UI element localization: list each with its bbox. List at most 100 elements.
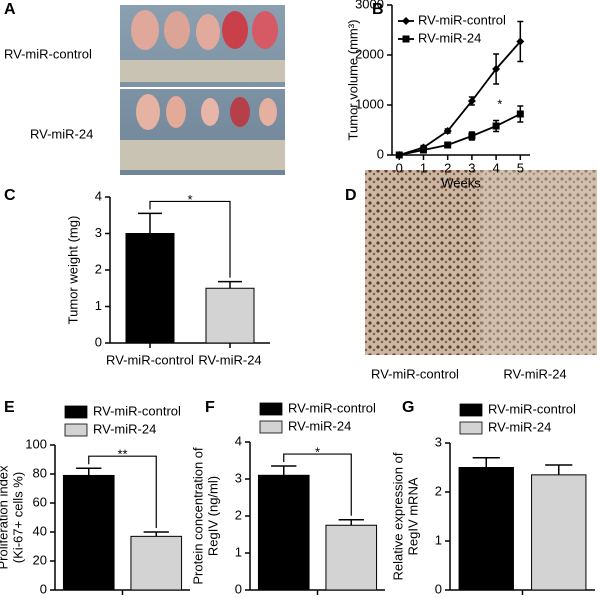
y-tick-label: 2 — [235, 507, 242, 522]
ihc-photo — [365, 170, 597, 355]
y-tick-label: 2 — [95, 261, 102, 276]
legend-label: RV-miR-control — [418, 12, 506, 27]
bar — [125, 233, 175, 344]
legend-label: RV-miR-24 — [93, 421, 156, 436]
x-tick-label: 2 — [444, 160, 451, 175]
y-tick-label: 80 — [33, 465, 47, 480]
group-label: RV-miR-24 — [30, 126, 93, 141]
marker — [402, 17, 410, 25]
legend-swatch — [459, 403, 483, 417]
x-tick-label: 1 — [420, 160, 427, 175]
panel-letter: A — [4, 1, 16, 18]
y-axis-label: (Ki-67+ cells %) — [10, 472, 25, 563]
error-bar — [472, 456, 500, 468]
legend-label: RV-miR-control — [93, 403, 181, 418]
x-tick-label: 0 — [396, 160, 403, 175]
y-axis-label: Tumor weight (mg) — [65, 216, 80, 325]
bar — [458, 467, 514, 591]
y-tick-label: 4 — [235, 433, 242, 448]
error-bar — [545, 464, 573, 475]
panel-letter: C — [4, 187, 16, 204]
significance: * — [187, 192, 192, 207]
y-tick-label: 3 — [435, 434, 442, 449]
y-axis-label: Relative expression of — [390, 452, 405, 580]
y-axis-label: Tumor volume (mm³) — [345, 20, 360, 141]
bar — [325, 524, 378, 591]
significance-bracket — [283, 453, 352, 516]
y-tick-label: 2000 — [355, 46, 384, 61]
error-bar — [138, 212, 162, 234]
legend-swatch — [259, 420, 283, 434]
marker — [492, 65, 501, 73]
y-tick-label: 2 — [435, 483, 442, 498]
y-tick-label: 100 — [25, 436, 47, 451]
significance: ** — [117, 447, 127, 462]
y-tick-label: 40 — [33, 523, 47, 538]
x-tick-label: 5 — [517, 160, 524, 175]
y-tick-label: 0 — [377, 146, 384, 161]
marker — [516, 110, 524, 118]
bar — [257, 474, 310, 591]
marker — [492, 122, 500, 130]
line — [399, 113, 521, 156]
error-bar — [218, 280, 242, 289]
marker — [402, 35, 410, 43]
legend-label: RV-miR-control — [288, 400, 376, 415]
legend-label: RV-miR-24 — [488, 419, 551, 434]
marker — [468, 132, 476, 140]
panel-letter: B — [372, 1, 384, 18]
significance: * — [315, 444, 320, 459]
panel-letter: E — [4, 399, 15, 416]
significance: * — [497, 96, 502, 111]
y-tick-label: 1 — [95, 298, 102, 313]
group-label: RV-miR-24 — [503, 366, 566, 381]
y-tick-label: 0 — [235, 581, 242, 596]
x-tick-label: 4 — [492, 160, 499, 175]
error-bar — [271, 465, 297, 476]
y-axis-label: RegIV mRNA — [405, 477, 420, 555]
y-tick-label: 1 — [435, 532, 442, 547]
marker — [443, 127, 452, 135]
panel-letter: D — [345, 187, 357, 204]
bar — [62, 474, 115, 591]
legend-label: RV-miR-control — [488, 401, 576, 416]
y-tick-label: 0 — [40, 581, 47, 596]
y-tick-label: 60 — [33, 494, 47, 509]
y-tick-label: 0 — [95, 334, 102, 349]
tumor-photo — [120, 5, 285, 175]
line — [398, 40, 521, 156]
y-tick-label: 0 — [435, 581, 442, 596]
bar — [531, 474, 587, 591]
panel-letter: G — [402, 399, 414, 416]
x-tick-label: RV-miR-control — [106, 352, 194, 367]
bar — [205, 287, 255, 344]
significance-bracket — [149, 200, 231, 278]
panel-letter: F — [205, 399, 215, 416]
y-tick-label: 4 — [95, 188, 102, 203]
group-label: RV-miR-control — [4, 46, 92, 61]
y-axis-label: Protein concentration of — [190, 447, 205, 585]
y-axis-label: RegIV (ng/ml) — [205, 476, 220, 556]
legend-swatch — [64, 423, 88, 437]
x-tick-label: RV-miR-24 — [198, 352, 261, 367]
x-axis-label: Weeks — [441, 175, 481, 190]
marker — [419, 146, 427, 154]
legend-label: RV-miR-24 — [418, 30, 481, 45]
error-bar — [143, 531, 169, 537]
marker — [395, 151, 403, 159]
group-label: RV-miR-control — [371, 366, 459, 381]
y-tick-label: 3000 — [355, 0, 384, 11]
y-tick-label: 3 — [235, 470, 242, 485]
y-axis-label: Proliferation index — [0, 465, 10, 570]
bar — [130, 535, 183, 591]
y-tick-label: 3 — [95, 225, 102, 240]
y-tick-label: 1000 — [355, 96, 384, 111]
error-bar — [76, 467, 102, 476]
y-tick-label: 20 — [33, 552, 47, 567]
legend-swatch — [64, 405, 88, 419]
marker — [516, 37, 525, 46]
legend-swatch — [459, 421, 483, 435]
x-tick-label: 3 — [468, 160, 475, 175]
marker — [467, 97, 476, 105]
